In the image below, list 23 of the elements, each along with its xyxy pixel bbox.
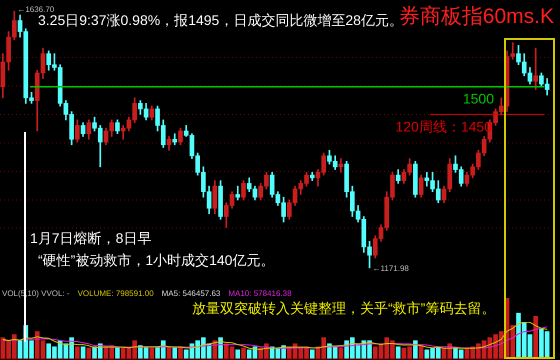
bar [235, 350, 240, 359]
bar [75, 346, 80, 359]
annotation: ←1171.98 [372, 264, 409, 273]
bar [149, 348, 154, 359]
bar [172, 348, 178, 359]
bar [241, 348, 246, 359]
annotation: 1月7日熔断，8日早 [30, 230, 152, 248]
bar [178, 346, 183, 359]
annotation: ←1636.70 [17, 5, 54, 14]
ref-line-label: 1500 [462, 90, 494, 107]
annotation: “硬性”被动救市，1小时成交140亿元。 [38, 252, 274, 270]
bar [86, 348, 92, 359]
annotation: MA10: 578416.38 [228, 289, 292, 298]
bar [115, 348, 120, 359]
annotation: VOLUME: 798591.00 [78, 289, 154, 298]
bar [338, 348, 344, 359]
bar [396, 346, 401, 359]
bar [166, 346, 172, 359]
bar [218, 337, 223, 359]
annotation: 放量双突破转入关键整理，关乎“救市”筹码去留。 [192, 300, 496, 318]
bar [310, 350, 315, 359]
bar [80, 346, 86, 359]
annotation: MA5: 546457.63 [162, 289, 220, 298]
